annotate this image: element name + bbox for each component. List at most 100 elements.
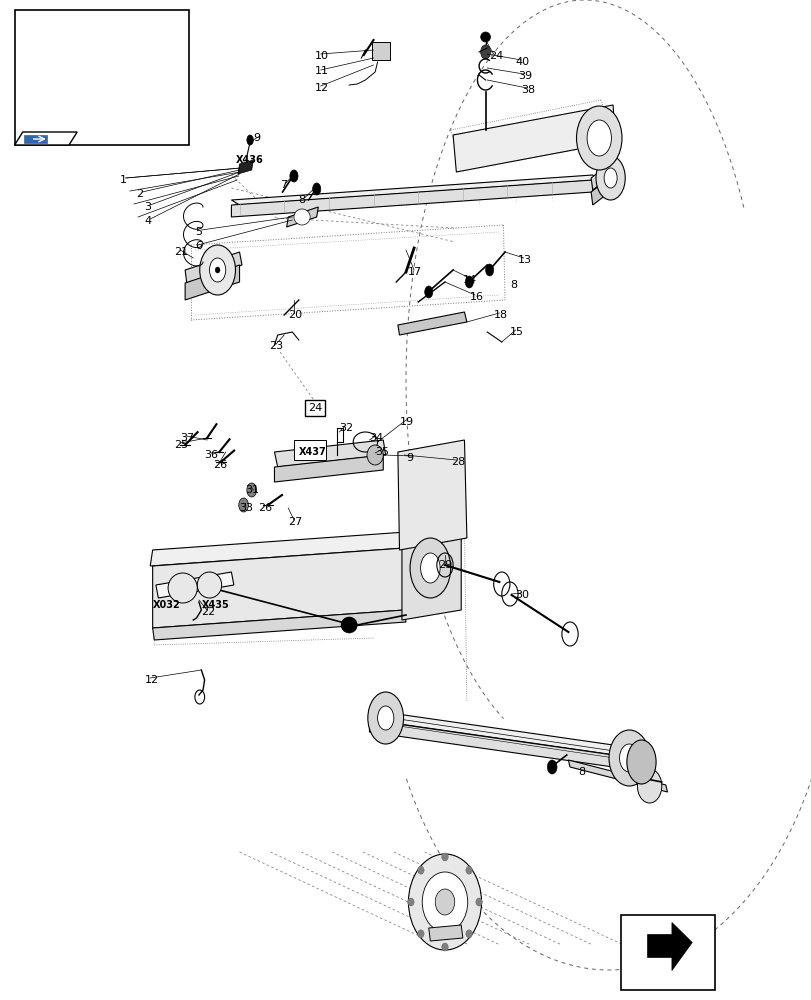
Polygon shape: [152, 610, 406, 640]
Bar: [620, 915, 714, 990]
Ellipse shape: [238, 498, 248, 512]
Polygon shape: [185, 265, 239, 300]
Ellipse shape: [475, 898, 482, 906]
Text: 24: 24: [488, 51, 503, 61]
Text: 34: 34: [369, 433, 383, 443]
Ellipse shape: [480, 32, 490, 42]
Ellipse shape: [410, 538, 450, 598]
Ellipse shape: [422, 872, 467, 932]
Text: 37: 37: [180, 433, 194, 443]
Ellipse shape: [408, 854, 481, 950]
Text: 29: 29: [438, 560, 453, 570]
Text: 9: 9: [406, 453, 413, 463]
Polygon shape: [590, 172, 618, 205]
Polygon shape: [286, 207, 318, 227]
Text: 22: 22: [201, 607, 216, 617]
Text: 8: 8: [298, 195, 305, 205]
Ellipse shape: [603, 168, 616, 188]
Text: 33: 33: [239, 503, 253, 513]
Polygon shape: [428, 925, 462, 941]
Text: 38: 38: [521, 85, 534, 95]
Polygon shape: [397, 440, 466, 550]
Ellipse shape: [377, 706, 393, 730]
Polygon shape: [453, 105, 615, 172]
Polygon shape: [646, 922, 691, 970]
Text: 7: 7: [280, 180, 287, 190]
Text: 14: 14: [462, 275, 476, 285]
Bar: [294, 440, 326, 460]
Ellipse shape: [595, 156, 624, 200]
Polygon shape: [238, 160, 253, 174]
Bar: [371, 42, 389, 60]
Text: 10: 10: [315, 51, 328, 61]
Text: 11: 11: [315, 66, 328, 76]
Text: 1: 1: [120, 175, 127, 185]
Text: 25: 25: [174, 440, 188, 450]
Polygon shape: [24, 135, 47, 143]
Polygon shape: [15, 132, 77, 145]
Text: 12: 12: [315, 83, 328, 93]
Ellipse shape: [547, 760, 556, 774]
Polygon shape: [150, 532, 406, 566]
Text: 17: 17: [407, 267, 421, 277]
Ellipse shape: [312, 183, 320, 195]
Text: 39: 39: [517, 71, 531, 81]
Polygon shape: [231, 180, 592, 217]
Ellipse shape: [637, 769, 661, 803]
Text: 31: 31: [245, 485, 259, 495]
Polygon shape: [274, 455, 383, 482]
Text: 35: 35: [375, 447, 388, 457]
Text: 26: 26: [258, 503, 272, 513]
Text: 30: 30: [515, 590, 529, 600]
Ellipse shape: [341, 617, 357, 633]
Text: 8: 8: [509, 280, 517, 290]
Text: 26: 26: [212, 460, 226, 470]
Ellipse shape: [576, 106, 621, 170]
Text: 5: 5: [195, 227, 202, 237]
Polygon shape: [274, 440, 385, 467]
Ellipse shape: [465, 276, 473, 288]
Text: 9: 9: [345, 617, 352, 627]
Ellipse shape: [367, 445, 383, 465]
Bar: [15, 10, 189, 145]
Ellipse shape: [215, 267, 220, 273]
Ellipse shape: [247, 483, 256, 497]
Ellipse shape: [466, 866, 472, 874]
Text: 36: 36: [204, 450, 218, 460]
Ellipse shape: [168, 573, 197, 603]
Ellipse shape: [435, 889, 454, 915]
Ellipse shape: [209, 258, 225, 282]
Text: 18: 18: [493, 310, 507, 320]
Polygon shape: [185, 252, 242, 283]
Text: 23: 23: [269, 341, 283, 351]
Ellipse shape: [619, 744, 638, 772]
Text: 24: 24: [307, 403, 322, 413]
Ellipse shape: [417, 866, 423, 874]
Ellipse shape: [441, 853, 448, 861]
Ellipse shape: [200, 245, 235, 295]
Ellipse shape: [480, 45, 490, 59]
Text: 27: 27: [288, 517, 303, 527]
Ellipse shape: [608, 730, 649, 786]
Text: X436: X436: [235, 155, 263, 165]
Ellipse shape: [441, 943, 448, 951]
Text: 28: 28: [450, 457, 465, 467]
Ellipse shape: [586, 120, 611, 156]
Text: 4: 4: [144, 216, 152, 226]
Text: 13: 13: [517, 255, 531, 265]
Polygon shape: [590, 158, 618, 190]
Ellipse shape: [294, 209, 310, 225]
Text: 6: 6: [195, 241, 202, 251]
Polygon shape: [568, 760, 667, 792]
Ellipse shape: [626, 740, 655, 784]
Ellipse shape: [290, 170, 298, 182]
Text: 19: 19: [399, 417, 413, 427]
Polygon shape: [231, 175, 596, 205]
Ellipse shape: [466, 930, 472, 938]
Text: 9: 9: [253, 133, 260, 143]
Ellipse shape: [420, 553, 440, 583]
Text: 40: 40: [515, 57, 529, 67]
Ellipse shape: [424, 286, 432, 298]
Text: X032: X032: [152, 600, 180, 610]
Text: 12: 12: [144, 675, 158, 685]
